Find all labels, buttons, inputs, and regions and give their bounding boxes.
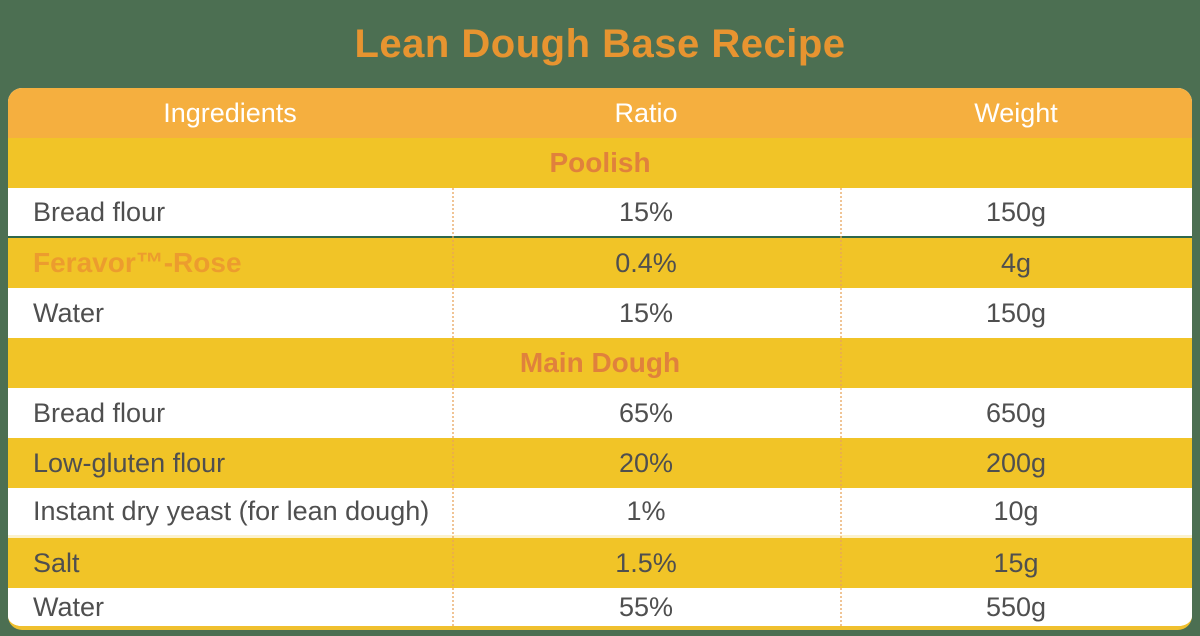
- column-header-ingredients: Ingredients: [163, 97, 297, 128]
- ratio-cell: 55%: [618, 591, 674, 622]
- weight-cell: 150g: [985, 297, 1047, 328]
- column-header-ratio: Ratio: [614, 97, 678, 128]
- ingredient-cell: Water: [33, 591, 105, 622]
- recipe-table: Ingredients Ratio Weight Poolish Bread f…: [8, 88, 1192, 630]
- table-row: Bread flour 65% 650g: [8, 388, 1192, 438]
- ingredient-cell: Salt: [33, 547, 80, 578]
- ratio-cell: 65%: [618, 397, 674, 428]
- ratio-cell: 1%: [626, 496, 666, 526]
- ingredient-cell: Water: [33, 297, 105, 328]
- table-row: Instant dry yeast (for lean dough) 1% 10…: [8, 488, 1192, 538]
- weight-cell: 4g: [1000, 247, 1032, 278]
- section-header-poolish: Poolish: [8, 138, 1192, 188]
- title-bar: Lean Dough Base Recipe: [0, 0, 1200, 88]
- column-header-weight: Weight: [974, 97, 1058, 128]
- ingredient-cell: Bread flour: [33, 397, 166, 428]
- ingredient-cell: Instant dry yeast (for lean dough): [33, 496, 430, 526]
- table-row: Bread flour 15% 150g: [8, 188, 1192, 238]
- ratio-cell: 0.4%: [615, 247, 677, 278]
- weight-cell: 15g: [993, 547, 1039, 578]
- weight-cell: 550g: [985, 591, 1047, 622]
- ratio-cell: 20%: [618, 447, 674, 478]
- section-header-main-dough: Main Dough: [8, 338, 1192, 388]
- weight-cell: 150g: [985, 196, 1047, 227]
- ratio-cell: 1.5%: [615, 547, 677, 578]
- table-header-row: Ingredients Ratio Weight: [8, 88, 1192, 138]
- page-title: Lean Dough Base Recipe: [354, 21, 846, 66]
- weight-cell: 200g: [985, 447, 1047, 478]
- table-row: Water 15% 150g: [8, 288, 1192, 338]
- table-row: Feravor™-Rose 0.4% 4g: [8, 238, 1192, 288]
- ingredient-cell-brand: Feravor™-Rose: [33, 247, 242, 278]
- ingredient-cell: Bread flour: [33, 196, 166, 227]
- table-row: Salt 1.5% 15g: [8, 538, 1192, 588]
- weight-cell: 10g: [993, 496, 1039, 526]
- table-row: Low-gluten flour 20% 200g: [8, 438, 1192, 488]
- table-row: Water 55% 550g: [8, 588, 1192, 626]
- ingredient-cell: Low-gluten flour: [33, 447, 226, 478]
- ratio-cell: 15%: [618, 297, 674, 328]
- weight-cell: 650g: [985, 397, 1047, 428]
- ratio-cell: 15%: [618, 196, 674, 227]
